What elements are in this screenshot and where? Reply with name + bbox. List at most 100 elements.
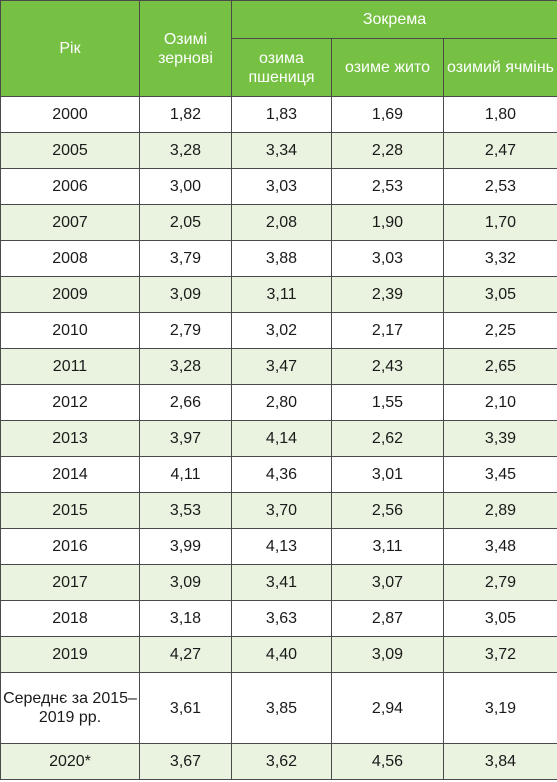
cell-winter-barley: 3,45	[443, 456, 557, 493]
cell-winter-wheat: 3,62	[231, 743, 332, 780]
table-row: 2007 2,05 2,08 1,90 1,70	[0, 204, 557, 241]
cell-year: 2008	[0, 240, 140, 277]
cell-winter-rye: 3,07	[331, 564, 444, 601]
cell-winter-wheat: 3,11	[231, 276, 332, 313]
cell-year: 2018	[0, 600, 140, 637]
cell-winter-barley: 2,65	[443, 348, 557, 385]
cell-winter-rye: 3,01	[331, 456, 444, 493]
table-row: 2011 3,28 3,47 2,43 2,65	[0, 348, 557, 385]
cell-winter-grains: 3,97	[139, 420, 232, 457]
table-row: 2019 4,27 4,40 3,09 3,72	[0, 636, 557, 673]
cell-winter-barley: 2,53	[443, 168, 557, 205]
cell-year: 2009	[0, 276, 140, 313]
table-row: 2016 3,99 4,13 3,11 3,48	[0, 528, 557, 565]
cell-winter-barley: 3,32	[443, 240, 557, 277]
cell-winter-wheat: 3,41	[231, 564, 332, 601]
table-row: 2000 1,82 1,83 1,69 1,80	[0, 96, 557, 133]
cell-winter-wheat: 3,03	[231, 168, 332, 205]
table-row: Середнє за 2015–2019 рр. 3,61 3,85 2,94 3,19	[0, 672, 557, 744]
cell-winter-grains: 3,09	[139, 564, 232, 601]
cell-winter-wheat: 2,08	[231, 204, 332, 241]
cell-winter-barley: 3,39	[443, 420, 557, 457]
table-row: 2018 3,18 3,63 2,87 3,05	[0, 600, 557, 637]
cell-winter-rye: 2,62	[331, 420, 444, 457]
cell-year: 2007	[0, 204, 140, 241]
cell-year: 2013	[0, 420, 140, 457]
cell-winter-grains: 3,99	[139, 528, 232, 565]
cell-winter-barley: 3,72	[443, 636, 557, 673]
cell-winter-grains: 3,28	[139, 348, 232, 385]
cell-winter-wheat: 3,70	[231, 492, 332, 529]
cell-year: Середнє за 2015–2019 рр.	[0, 672, 140, 744]
cell-winter-rye: 2,87	[331, 600, 444, 637]
cell-winter-rye: 2,28	[331, 132, 444, 169]
cell-winter-rye: 2,53	[331, 168, 444, 205]
cell-year: 2020*	[0, 743, 140, 780]
table-row: 2014 4,11 4,36 3,01 3,45	[0, 456, 557, 493]
cell-winter-barley: 3,48	[443, 528, 557, 565]
cell-winter-rye: 3,03	[331, 240, 444, 277]
cell-winter-rye: 2,17	[331, 312, 444, 349]
cell-year: 2000	[0, 96, 140, 133]
cell-winter-barley: 2,89	[443, 492, 557, 529]
cell-winter-wheat: 3,02	[231, 312, 332, 349]
cell-winter-barley: 3,05	[443, 276, 557, 313]
cell-winter-barley: 2,10	[443, 384, 557, 421]
cell-year: 2011	[0, 348, 140, 385]
cell-winter-grains: 3,67	[139, 743, 232, 780]
table-row: 2013 3,97 4,14 2,62 3,39	[0, 420, 557, 457]
cell-winter-wheat: 3,47	[231, 348, 332, 385]
cell-winter-rye: 1,55	[331, 384, 444, 421]
cell-winter-wheat: 4,13	[231, 528, 332, 565]
table-row: 2017 3,09 3,41 3,07 2,79	[0, 564, 557, 601]
cell-winter-wheat: 4,14	[231, 420, 332, 457]
cell-winter-wheat: 2,80	[231, 384, 332, 421]
cell-winter-wheat: 4,40	[231, 636, 332, 673]
cell-year: 2012	[0, 384, 140, 421]
cell-winter-rye: 2,56	[331, 492, 444, 529]
cell-winter-grains: 3,00	[139, 168, 232, 205]
cell-winter-grains: 4,27	[139, 636, 232, 673]
table-row: 2006 3,00 3,03 2,53 2,53	[0, 168, 557, 205]
table-body: 2000 1,82 1,83 1,69 1,80 2005 3,28 3,34 2,28 2,47…	[0, 96, 557, 780]
cell-year: 2017	[0, 564, 140, 601]
table-row: 2005 3,28 3,34 2,28 2,47	[0, 132, 557, 169]
cell-winter-barley: 3,84	[443, 743, 557, 780]
cell-year: 2010	[0, 312, 140, 349]
cell-winter-rye: 2,43	[331, 348, 444, 385]
cell-winter-grains: 3,09	[139, 276, 232, 313]
cell-winter-wheat: 3,63	[231, 600, 332, 637]
table-row: 2009 3,09 3,11 2,39 3,05	[0, 276, 557, 313]
cell-winter-barley: 2,25	[443, 312, 557, 349]
cell-winter-grains: 3,61	[139, 672, 232, 744]
cell-winter-rye: 2,39	[331, 276, 444, 313]
cell-winter-grains: 3,79	[139, 240, 232, 277]
header-winter-wheat: озима пшениця	[231, 38, 332, 97]
cell-winter-rye: 4,56	[331, 743, 444, 780]
cell-year: 2015	[0, 492, 140, 529]
header-winter-rye: озиме жито	[331, 38, 444, 97]
table-row: 2020* 3,67 3,62 4,56 3,84	[0, 743, 557, 780]
cell-year: 2005	[0, 132, 140, 169]
cell-year: 2006	[0, 168, 140, 205]
cell-winter-rye: 1,69	[331, 96, 444, 133]
cell-winter-rye: 2,94	[331, 672, 444, 744]
table-header: Рік Озимі зернові Зокрема озима пшениця …	[0, 0, 557, 97]
cell-winter-grains: 2,79	[139, 312, 232, 349]
table-row: 2010 2,79 3,02 2,17 2,25	[0, 312, 557, 349]
header-winter-grains: Озимі зернові	[139, 0, 232, 97]
cell-winter-barley: 3,05	[443, 600, 557, 637]
cell-year: 2014	[0, 456, 140, 493]
cell-winter-rye: 3,09	[331, 636, 444, 673]
cell-winter-grains: 3,53	[139, 492, 232, 529]
cell-winter-rye: 3,11	[331, 528, 444, 565]
table-row: 2015 3,53 3,70 2,56 2,89	[0, 492, 557, 529]
table-row: 2008 3,79 3,88 3,03 3,32	[0, 240, 557, 277]
cell-winter-barley: 2,79	[443, 564, 557, 601]
cell-winter-wheat: 3,34	[231, 132, 332, 169]
header-winter-barley: озимий ячмінь	[443, 38, 557, 97]
cell-winter-wheat: 4,36	[231, 456, 332, 493]
cell-winter-grains: 2,05	[139, 204, 232, 241]
cell-year: 2019	[0, 636, 140, 673]
